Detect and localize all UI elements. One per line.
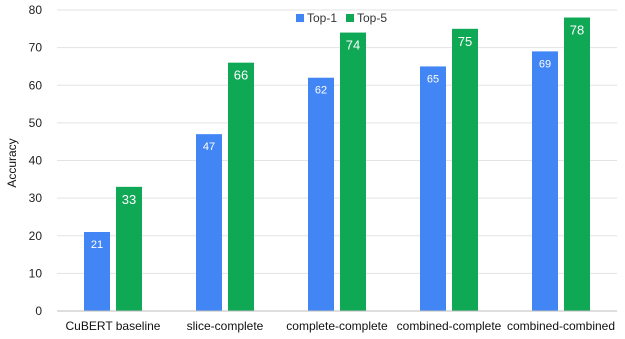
y-tick-label: 20 xyxy=(29,229,43,243)
y-axis-title: Accuracy xyxy=(5,138,19,187)
x-category-label: complete-complete xyxy=(286,319,388,333)
data-label-top-5-2: 74 xyxy=(346,38,360,53)
data-label-top-5-3: 75 xyxy=(458,34,472,49)
x-category-label: CuBERT baseline xyxy=(66,319,161,333)
legend: Top-1 Top-5 xyxy=(296,11,387,25)
bar-top-1-3 xyxy=(420,66,446,311)
x-category-label: combined-complete xyxy=(397,319,502,333)
y-tick-label: 50 xyxy=(29,116,43,130)
y-tick-label: 30 xyxy=(29,191,43,205)
x-category-label: combined-combined xyxy=(507,319,615,333)
legend-label-top-1: Top-1 xyxy=(307,11,337,25)
bar-top-5-0 xyxy=(116,186,142,311)
data-label-top-5-0: 33 xyxy=(122,192,136,207)
bar-top-1-0 xyxy=(84,231,110,311)
y-axis-ticks: 0 10 20 30 40 50 60 70 80 xyxy=(29,3,43,318)
bar-top-1-4 xyxy=(532,51,558,311)
bar-top-5-3 xyxy=(452,28,478,311)
data-label-top-5-1: 66 xyxy=(234,68,248,83)
y-tick-label: 70 xyxy=(29,41,43,55)
y-tick-label: 10 xyxy=(29,266,43,280)
data-label-top-5-4: 78 xyxy=(570,23,584,38)
y-tick-label: 60 xyxy=(29,78,43,92)
data-label-top-1-2: 62 xyxy=(315,85,327,97)
category-labels: CuBERT baseline slice-complete complete-co… xyxy=(66,319,616,333)
bars xyxy=(84,17,590,312)
legend-label-top-5: Top-5 xyxy=(357,11,387,25)
bar-top-5-4 xyxy=(564,17,590,312)
data-label-top-1-0: 21 xyxy=(91,239,103,251)
data-label-top-1-1: 47 xyxy=(203,141,215,153)
data-labels: 21 33 47 66 62 74 65 75 69 78 xyxy=(91,23,584,251)
bar-top-1-1 xyxy=(196,134,222,311)
bar-top-1-2 xyxy=(308,77,334,311)
y-tick-label: 80 xyxy=(29,3,43,17)
bar-top-5-1 xyxy=(228,62,254,311)
gridlines xyxy=(57,9,617,274)
legend-swatch-top-5 xyxy=(346,14,354,22)
legend-swatch-top-1 xyxy=(296,14,304,22)
data-label-top-1-4: 69 xyxy=(539,58,551,70)
bar-top-5-2 xyxy=(340,32,366,311)
y-tick-label: 40 xyxy=(29,154,43,168)
x-category-label: slice-complete xyxy=(187,319,264,333)
y-tick-label: 0 xyxy=(35,304,42,318)
data-label-top-1-3: 65 xyxy=(427,73,439,85)
